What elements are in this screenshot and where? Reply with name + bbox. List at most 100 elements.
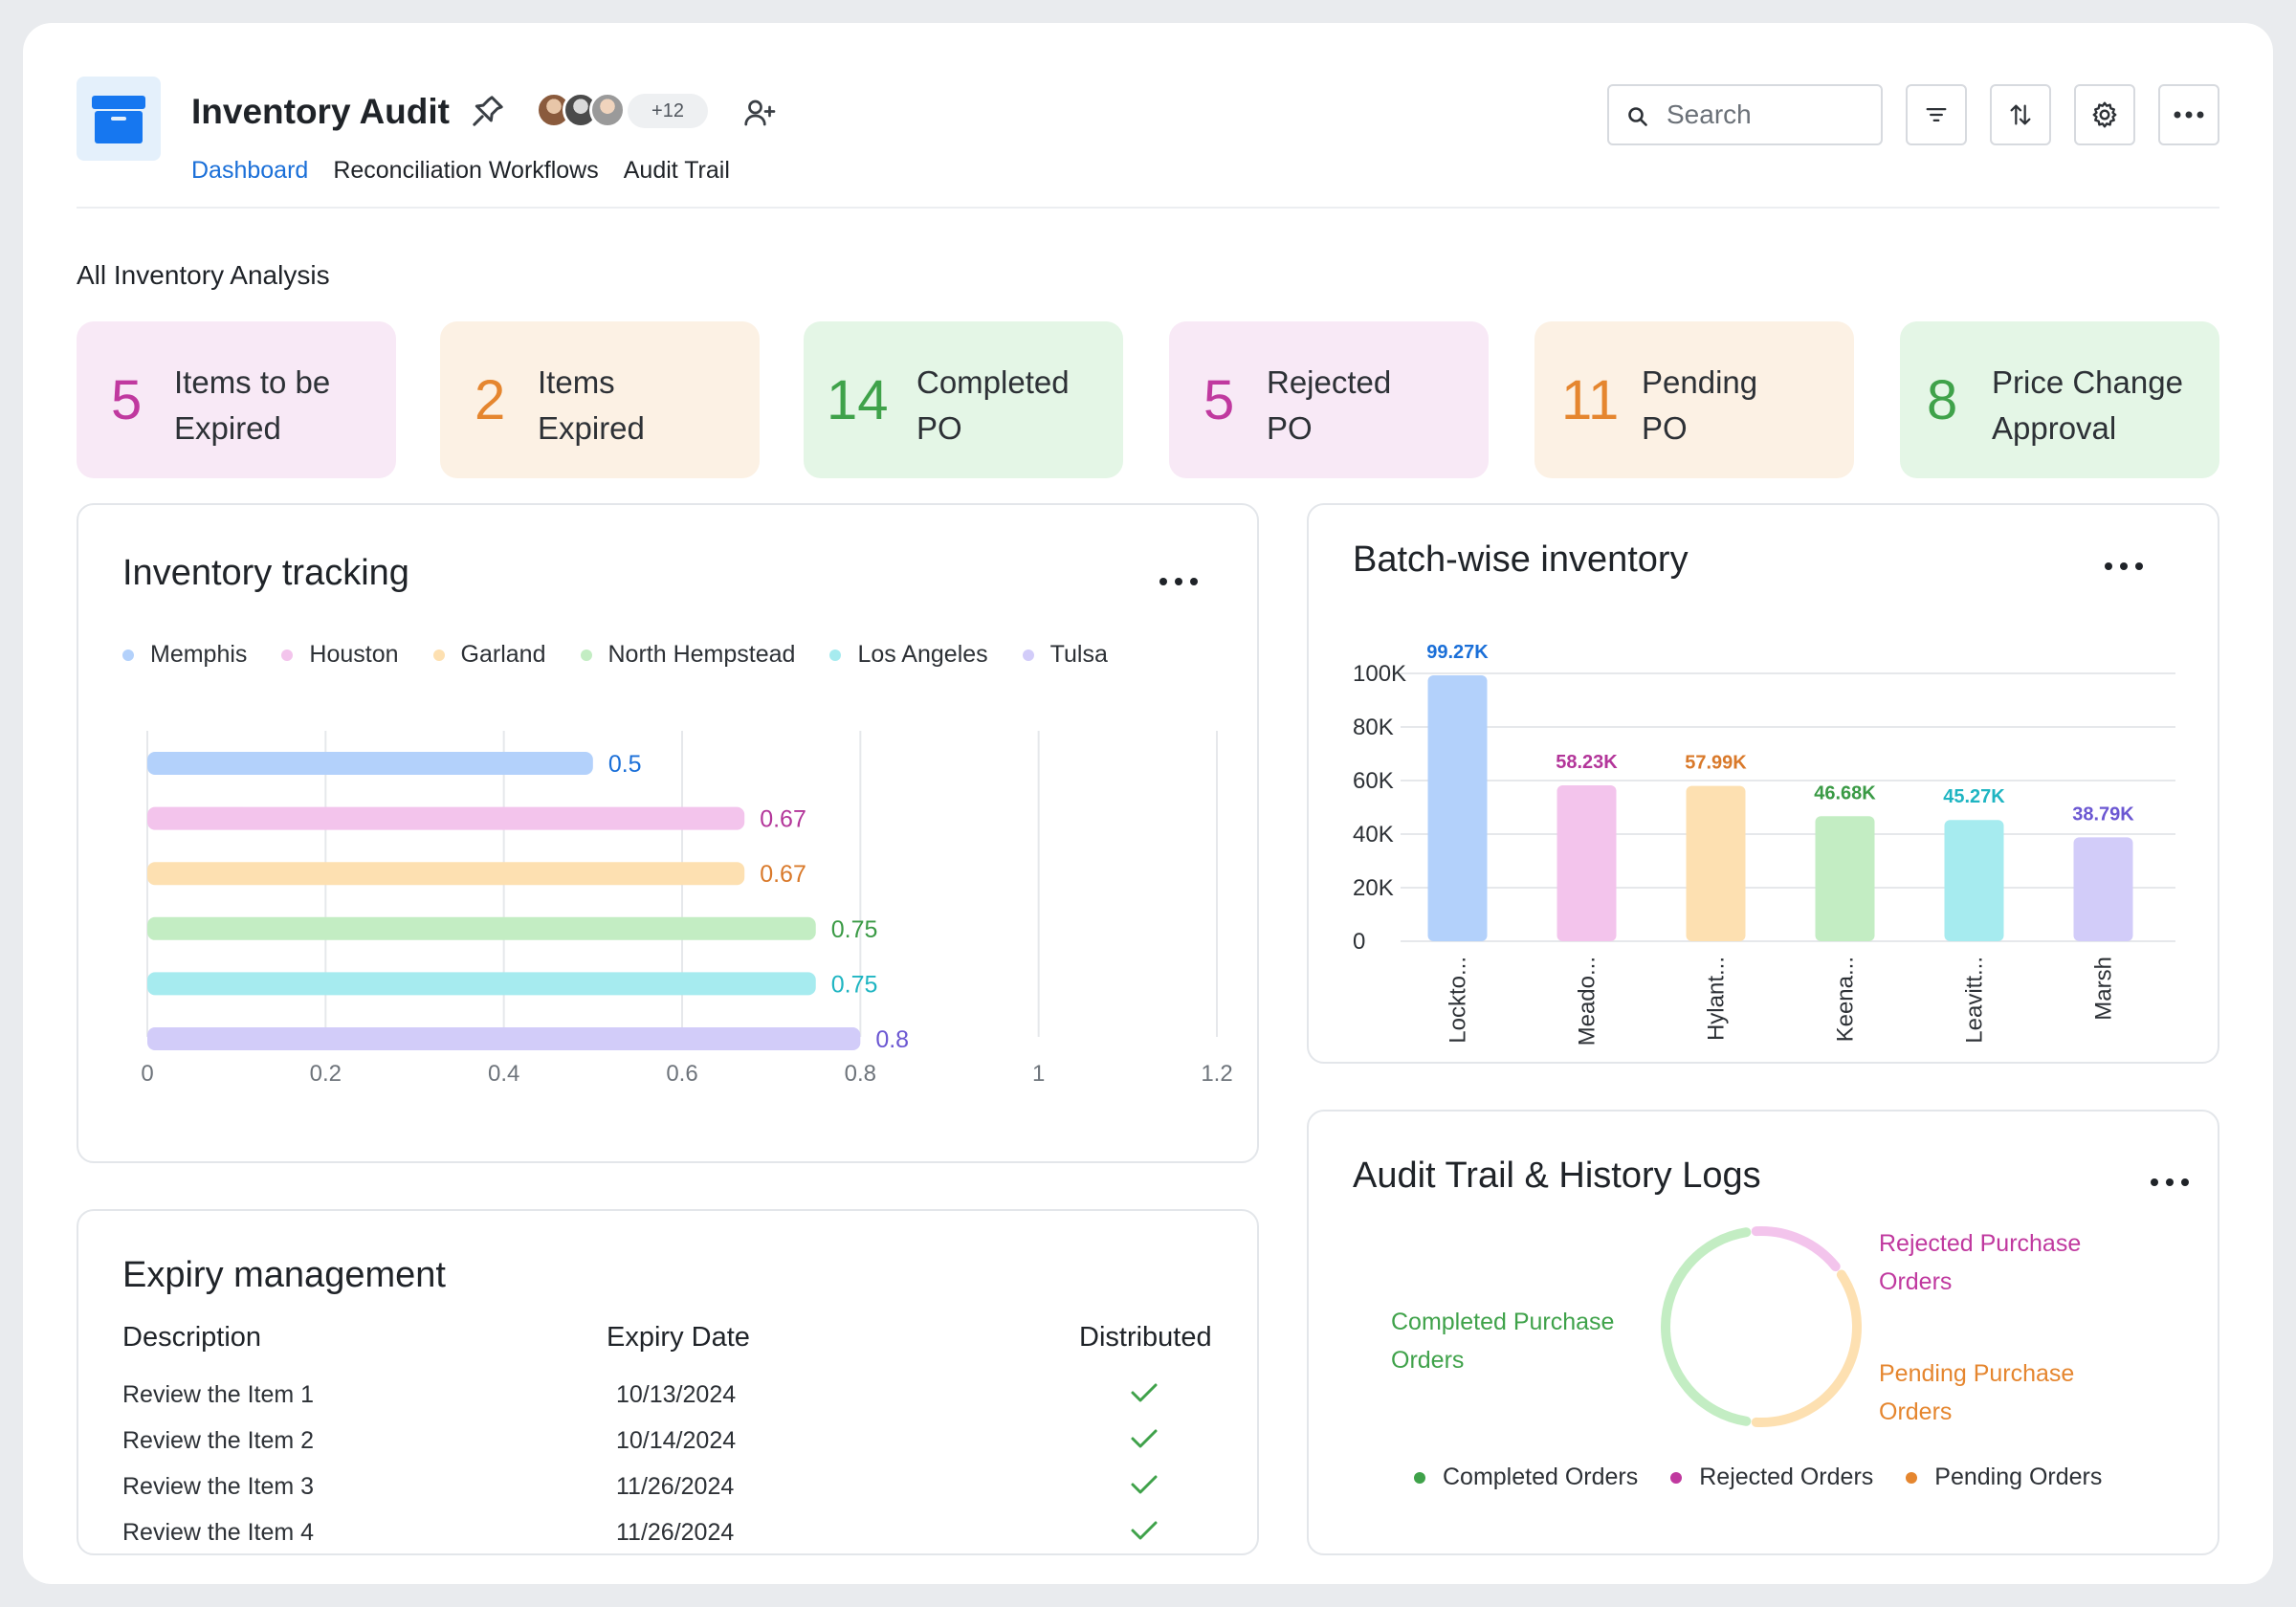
x-tick-label: 0.8 (845, 1061, 876, 1087)
legend-dot (281, 649, 294, 661)
x-tick-label: Lockto... (1446, 957, 1471, 1044)
more-icon[interactable] (2105, 562, 2143, 574)
legend-label: Garland (460, 641, 546, 668)
bar (1944, 820, 2004, 941)
kpi-card-pending-po[interactable]: 11 Pending PO (1534, 321, 1854, 478)
check-icon (1131, 1475, 1158, 1494)
chart-legend: Completed Orders Rejected Orders Pending… (1414, 1464, 2134, 1491)
filter-icon (1926, 108, 1947, 121)
more-icon[interactable] (1159, 578, 1198, 589)
legend-dot (432, 649, 445, 661)
data-label: 46.68K (1814, 782, 1876, 804)
cell-description: Review the Item 1 (122, 1381, 315, 1408)
sort-button[interactable] (1990, 84, 2051, 145)
donut-slice (1751, 1226, 1841, 1272)
legend-dot (1022, 649, 1034, 661)
batch-inventory-panel: Batch-wise inventory 0 20K 40K 60K 80K 100K 99… (1307, 503, 2219, 1064)
cell-expiry-date: 10/13/2024 (616, 1381, 737, 1408)
legend-dot (1906, 1471, 1918, 1484)
legend-dot (1670, 1471, 1683, 1484)
cell-description: Review the Item 4 (122, 1519, 315, 1546)
legend-item[interactable]: Los Angeles (829, 641, 988, 669)
x-tick-label: 0.6 (666, 1061, 697, 1087)
check-icon (1131, 1429, 1158, 1448)
x-tick-label: Leavitt... (1962, 957, 1988, 1044)
table-row[interactable]: Review the Item 4 11/26/2024 (78, 1511, 1257, 1553)
column-header-description[interactable]: Description (122, 1322, 262, 1353)
kpi-card-completed-po[interactable]: 14 Completed PO (804, 321, 1123, 478)
collaborator-avatars[interactable]: +12 (536, 92, 708, 130)
audit-logs-panel: Audit Trail & History Logs Completed Pur… (1307, 1110, 2219, 1555)
archive-icon (77, 77, 161, 161)
avatar-extra-count[interactable]: +12 (628, 94, 708, 128)
app-window: Inventory Audit +12 Dashboard Reconcilia… (23, 23, 2273, 1584)
settings-button[interactable] (2074, 84, 2135, 145)
table-row[interactable]: Review the Item 2 10/14/2024 (78, 1420, 1257, 1465)
column-header-expiry-date[interactable]: Expiry Date (607, 1322, 750, 1353)
legend-item[interactable]: Completed Orders (1414, 1464, 1638, 1491)
tab-dashboard[interactable]: Dashboard (191, 157, 309, 184)
legend-item[interactable]: Rejected Orders (1670, 1464, 1873, 1491)
pin-icon[interactable] (469, 92, 507, 130)
column-header-distributed[interactable]: Distributed (1079, 1322, 1212, 1353)
kpi-value: 5 (111, 369, 143, 431)
kpi-label: Price Change Approval (1992, 364, 2183, 446)
cell-expiry-date: 11/26/2024 (616, 1473, 735, 1500)
chart-legend: Memphis Houston Garland North Hempstead … (122, 641, 1142, 669)
panel-title: Batch-wise inventory (1353, 539, 1689, 580)
bar (1556, 784, 1617, 941)
bar-tulsa (147, 1027, 861, 1050)
legend-label: Completed Orders (1443, 1464, 1639, 1490)
legend-label: North Hempstead (607, 641, 796, 668)
slice-label-pending: Pending Purchase Orders (1879, 1360, 2075, 1425)
legend-dot (1414, 1471, 1425, 1484)
more-options-button[interactable] (2158, 84, 2219, 145)
tab-reconciliation-workflows[interactable]: Reconciliation Workflows (333, 157, 599, 184)
legend-item[interactable]: Tulsa (1022, 641, 1108, 669)
data-label: 0.75 (831, 971, 878, 998)
table-row[interactable]: Review the Item 3 11/26/2024 (78, 1465, 1257, 1511)
panel-title: Inventory tracking (122, 553, 409, 593)
bar (2073, 837, 2133, 941)
filter-button[interactable] (1906, 84, 1967, 145)
search-box[interactable] (1607, 84, 1883, 145)
data-label: 58.23K (1556, 752, 1618, 773)
x-tick-label: Meado... (1575, 957, 1601, 1046)
legend-label: Tulsa (1049, 641, 1108, 668)
kpi-value: 2 (475, 369, 506, 431)
legend-item[interactable]: Pending Orders (1906, 1464, 2102, 1491)
cell-expiry-date: 10/14/2024 (616, 1427, 737, 1454)
tab-audit-trail[interactable]: Audit Trail (623, 157, 730, 184)
gear-icon (2092, 101, 2117, 128)
legend-item[interactable]: Houston (281, 641, 399, 669)
kpi-card-price-change-approval[interactable]: 8 Price Change Approval (1900, 321, 2219, 478)
legend-label: Houston (309, 641, 399, 668)
sort-icon (2010, 104, 2031, 125)
legend-label: Rejected Orders (1699, 1464, 1874, 1490)
kpi-card-items-to-be-expired[interactable]: 5 Items to be Expired (77, 321, 396, 478)
y-tick-label: 20K (1353, 875, 1394, 901)
avatar[interactable] (589, 92, 626, 128)
slice-label-completed: Completed Purchase Orders (1391, 1309, 1615, 1374)
data-label: 0.67 (760, 806, 806, 833)
panel-title: Audit Trail & History Logs (1353, 1156, 1761, 1196)
kpi-label: Completed PO (916, 364, 1070, 446)
cell-description: Review the Item 3 (122, 1473, 315, 1500)
legend-item[interactable]: Memphis (122, 641, 247, 669)
x-tick-label: Keena... (1833, 957, 1859, 1042)
search-input[interactable] (1667, 96, 1867, 134)
data-label: 0.67 (760, 861, 806, 888)
more-icon[interactable] (2151, 1178, 2189, 1190)
bar-los-angeles (147, 972, 816, 996)
kpi-card-rejected-po[interactable]: 5 Rejected PO (1169, 321, 1489, 478)
legend-item[interactable]: Garland (432, 641, 546, 669)
legend-item[interactable]: North Hempstead (580, 641, 796, 669)
table-row[interactable]: Review the Item 1 10/13/2024 (78, 1374, 1257, 1420)
add-user-icon[interactable] (742, 96, 777, 130)
more-icon (2174, 111, 2204, 119)
header-divider (77, 207, 2219, 209)
kpi-card-items-expired[interactable]: 2 Items Expired (440, 321, 760, 478)
kpi-label: Pending PO (1642, 364, 1758, 446)
legend-label: Memphis (150, 641, 248, 668)
y-tick-label: 0 (1353, 929, 1365, 955)
